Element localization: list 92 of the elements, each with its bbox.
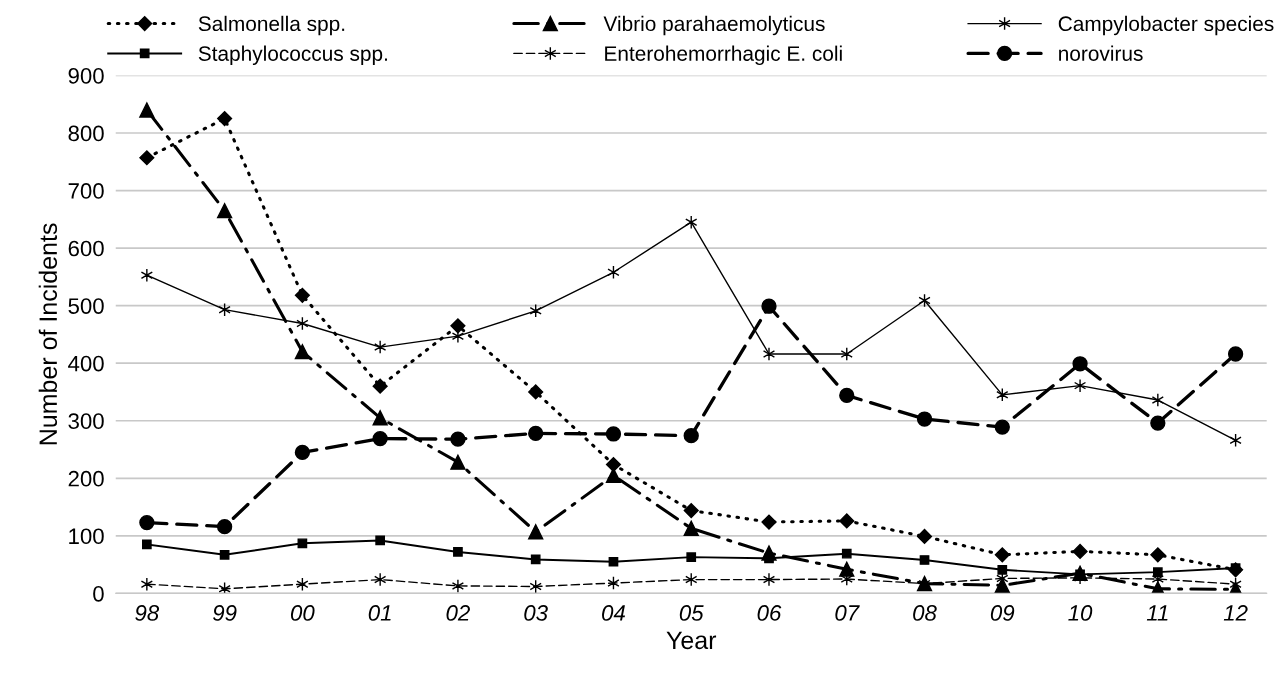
y-tick-label: 700 <box>68 183 104 199</box>
point <box>761 545 777 561</box>
point <box>297 538 308 549</box>
point <box>919 555 930 565</box>
point <box>139 150 155 166</box>
point <box>605 426 622 442</box>
point <box>1150 547 1166 563</box>
x-tick-label: 07 <box>835 605 860 621</box>
point <box>139 102 155 118</box>
y-tick-label: 900 <box>68 67 104 84</box>
x-tick-label: 01 <box>368 605 391 621</box>
point <box>528 425 544 442</box>
point <box>916 528 933 544</box>
x-tick-label: 05 <box>679 605 704 621</box>
point <box>294 444 311 461</box>
y-tick-label: 400 <box>68 355 104 372</box>
point <box>762 572 776 587</box>
point <box>761 514 777 530</box>
legend-label: Salmonella spp. <box>198 15 345 36</box>
x-tick-label: 04 <box>602 605 625 621</box>
point <box>294 287 310 303</box>
point <box>1152 567 1163 577</box>
point <box>140 577 153 592</box>
legend-label: Staphylococcus spp. <box>198 45 387 66</box>
point <box>528 524 544 540</box>
point <box>608 556 619 567</box>
x-tick-label: 00 <box>290 605 315 621</box>
point <box>994 419 1010 435</box>
point <box>1072 356 1088 372</box>
x-tick-label: 99 <box>213 605 237 621</box>
y-tick-label: 300 <box>68 413 104 430</box>
point <box>1150 415 1166 431</box>
point <box>450 454 466 470</box>
point <box>530 554 541 565</box>
point <box>528 384 544 400</box>
point <box>450 318 466 334</box>
point <box>372 430 388 447</box>
point <box>294 344 311 360</box>
point <box>916 411 933 427</box>
point <box>219 549 230 560</box>
point <box>374 572 387 587</box>
y-tick-label: 600 <box>68 240 104 257</box>
point <box>761 298 777 314</box>
y-axis-title: Number of Incidents <box>38 223 58 445</box>
point <box>762 347 776 361</box>
point <box>140 268 153 283</box>
point <box>216 203 233 219</box>
y-tick-label: 200 <box>68 470 104 487</box>
y-tick-label: 500 <box>68 298 104 314</box>
point <box>1072 543 1088 559</box>
x-tick-label: 03 <box>524 605 548 621</box>
point <box>372 410 388 426</box>
y-tick-label: 800 <box>68 125 104 142</box>
point <box>1227 346 1244 362</box>
point <box>841 548 852 559</box>
x-tick-label: 98 <box>135 605 160 621</box>
point <box>994 547 1010 563</box>
point <box>451 578 465 593</box>
point <box>839 513 855 529</box>
point <box>216 518 233 535</box>
point <box>997 564 1008 575</box>
legend-label: Campylobacter species <box>1058 15 1274 36</box>
point <box>1073 378 1087 393</box>
point <box>839 561 855 577</box>
point <box>683 502 699 519</box>
point <box>375 535 386 546</box>
point <box>217 111 233 127</box>
x-tick-label: 10 <box>1068 605 1093 621</box>
point <box>141 539 152 550</box>
x-tick-label: 02 <box>446 605 470 621</box>
x-tick-label: 06 <box>757 605 782 621</box>
point <box>683 428 699 444</box>
point <box>686 552 697 562</box>
point <box>139 514 155 531</box>
legend-label: Enterohemorrhagic E. coli <box>605 45 842 66</box>
x-tick-label: 11 <box>1146 605 1168 621</box>
point <box>218 581 231 594</box>
point <box>839 387 855 404</box>
point <box>372 378 388 394</box>
point <box>374 340 387 355</box>
point <box>450 431 466 447</box>
x-tick-label: 09 <box>990 605 1015 621</box>
point <box>1151 393 1164 407</box>
legend-label: norovirus <box>1059 45 1143 61</box>
y-tick-label: 0 <box>93 585 104 602</box>
point <box>453 547 463 557</box>
point <box>683 520 699 537</box>
x-tick-label: 12 <box>1223 605 1248 621</box>
legend-label: Vibrio parahaemolyticus <box>603 15 825 36</box>
y-tick-label: 100 <box>69 528 104 545</box>
x-axis-title: Year <box>666 631 717 650</box>
x-tick-label: 08 <box>913 605 937 621</box>
